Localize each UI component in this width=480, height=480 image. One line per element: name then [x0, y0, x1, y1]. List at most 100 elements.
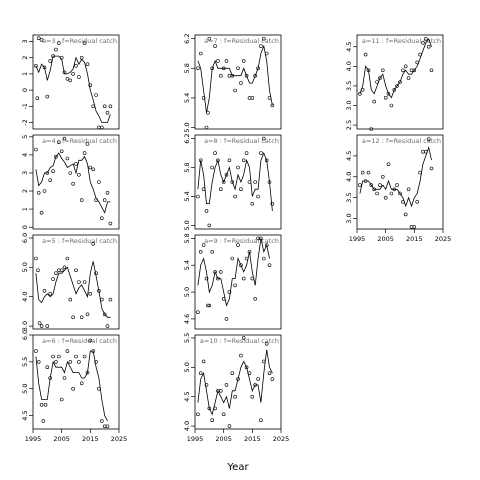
data-point — [71, 386, 75, 391]
data-point — [94, 271, 98, 276]
data-point — [383, 95, 388, 100]
data-point — [206, 110, 210, 115]
data-point — [264, 51, 269, 56]
data-point — [59, 268, 64, 273]
y-tick-label: 4 — [21, 153, 29, 157]
y-tick-label: 0 — [21, 88, 29, 92]
data-point — [45, 365, 50, 370]
data-point — [65, 77, 70, 81]
panel-2: 0 1 2 3 4 5 a=4 : f=Residual catch — [21, 134, 120, 230]
data-point — [77, 280, 81, 284]
data-point — [207, 406, 212, 411]
x-tick-label: 2005 — [215, 435, 232, 443]
data-point — [34, 256, 38, 261]
data-point — [239, 263, 243, 268]
data-point — [54, 154, 58, 159]
fit-line — [35, 350, 108, 422]
panel-title: a=6 : f=Residual catch — [42, 337, 117, 345]
data-point — [259, 44, 263, 48]
data-point — [34, 64, 38, 68]
data-point — [48, 59, 53, 63]
y-tick-label: 4.5 — [345, 151, 353, 161]
y-tick-label: 2 — [21, 56, 29, 60]
panel-grid: -2 -1 0 1 2 3 a=3 : f=Residual catch 0 1 2 3 4 5 a=4 … — [21, 34, 451, 443]
panel-title: a=11 : f=Residual catch — [362, 37, 441, 45]
data-point — [198, 158, 203, 163]
data-point — [105, 191, 110, 195]
data-point — [88, 338, 93, 343]
data-point — [94, 198, 98, 202]
fit-line — [35, 55, 111, 123]
y-tick-label: 4.0 — [21, 292, 29, 302]
data-point — [79, 198, 84, 202]
data-point — [105, 324, 110, 328]
panel-7: 4.6 5.0 5.4 5.8 a=9 : f=Residual catch — [183, 233, 282, 330]
x-tick-label: 2015 — [244, 435, 261, 443]
data-point — [102, 104, 107, 109]
data-point — [91, 104, 95, 109]
x-tick-label: 2015 — [406, 235, 423, 243]
data-point — [59, 397, 64, 402]
y-tick-label: 5.0 — [183, 287, 191, 297]
data-point — [372, 99, 377, 104]
data-point — [426, 137, 431, 141]
data-point — [253, 383, 257, 387]
data-point — [198, 371, 203, 376]
data-point — [210, 165, 214, 170]
data-point — [270, 201, 275, 206]
data-point — [34, 349, 38, 353]
data-point — [59, 149, 64, 154]
data-point — [406, 187, 411, 192]
x-tick-label: 2025 — [435, 235, 452, 243]
data-point — [207, 36, 212, 41]
y-tick-label: 3.0 — [345, 100, 353, 110]
data-point — [270, 377, 275, 381]
panel-10: 3.0 3.5 4.0 4.5 1995 2005 2015 2025 a=12 : f=Res… — [345, 134, 452, 243]
y-tick-label: 4.0 — [183, 421, 191, 431]
data-point — [236, 66, 240, 71]
panel-title: a=8 : f=Residual catch — [204, 137, 279, 145]
data-point — [250, 96, 255, 100]
data-point — [204, 209, 209, 213]
data-point — [227, 290, 232, 294]
data-point — [65, 156, 70, 161]
data-point — [62, 376, 67, 380]
data-point — [201, 359, 206, 364]
data-point — [363, 52, 368, 57]
data-point — [421, 149, 425, 154]
data-point — [51, 277, 55, 281]
data-point — [54, 271, 58, 276]
panel-frame — [356, 134, 444, 230]
data-point — [196, 66, 200, 71]
y-tick-label: 1 — [21, 207, 29, 211]
data-point — [79, 315, 84, 320]
x-tick-label: 2005 — [53, 435, 70, 443]
data-point — [56, 268, 61, 273]
data-point — [366, 68, 371, 73]
data-point — [82, 354, 87, 359]
data-point — [74, 268, 78, 273]
panel-frame — [194, 134, 282, 230]
data-point — [401, 200, 405, 204]
fit-line — [197, 152, 273, 211]
data-point — [62, 265, 67, 270]
data-point — [54, 47, 58, 52]
data-point — [37, 321, 42, 325]
data-point — [56, 41, 61, 45]
data-point — [363, 179, 368, 183]
panel-5: 5.0 5.4 5.8 6.2 a=7 : f=Residual catch — [183, 34, 282, 133]
data-point — [97, 180, 101, 184]
data-point — [213, 151, 217, 155]
y-tick-label: 5.8 — [183, 233, 191, 243]
fit-line — [359, 38, 432, 99]
data-point — [239, 187, 243, 191]
data-point — [415, 60, 420, 65]
fit-line — [359, 146, 432, 208]
data-point — [39, 210, 44, 215]
data-point — [423, 149, 428, 154]
panel-6: 5.0 5.4 5.8 6.2 a=8 : f=Residual catch — [183, 133, 282, 231]
data-point — [264, 341, 269, 346]
data-point — [380, 68, 385, 73]
y-tick-label: 5.4 — [183, 93, 191, 103]
data-point — [392, 187, 397, 192]
